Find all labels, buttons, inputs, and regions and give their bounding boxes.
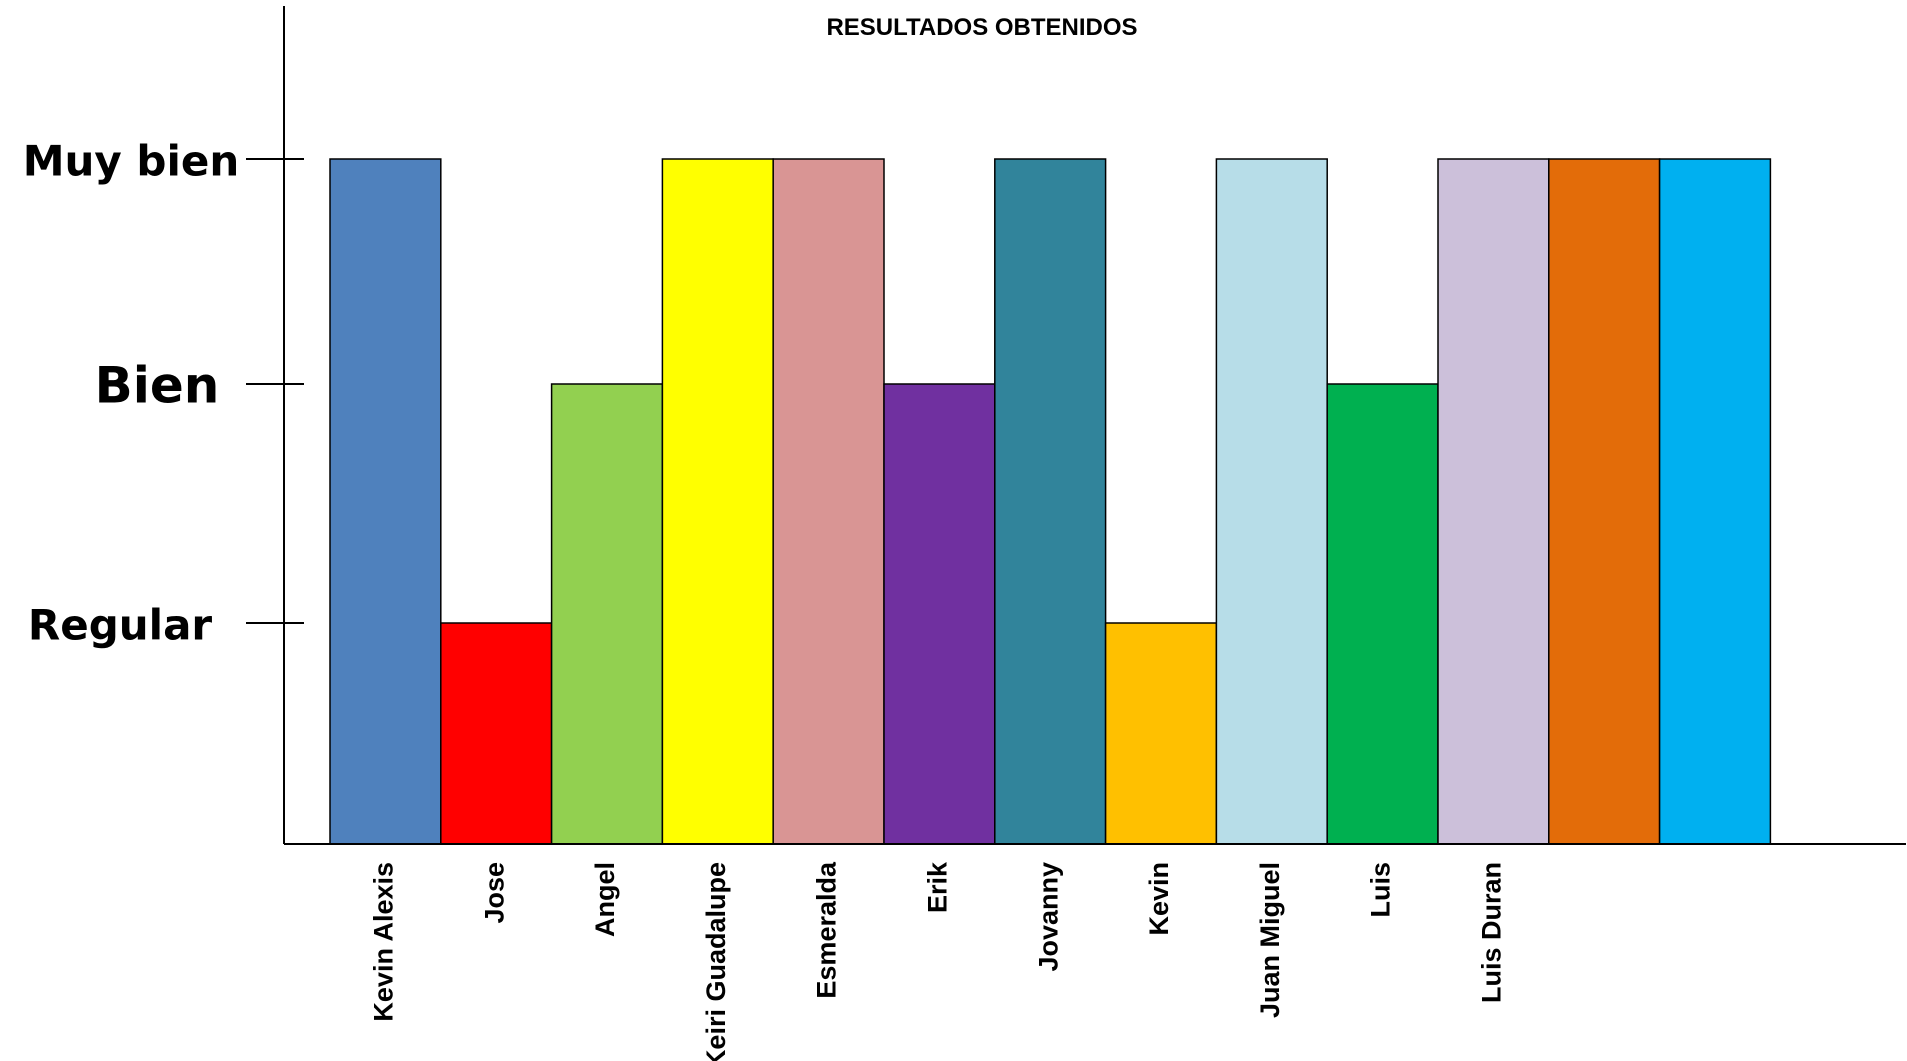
y-tick-label-2: Bien xyxy=(95,357,220,415)
bar-12 xyxy=(1548,158,1661,845)
y-axis-ticks: Regular Bien Muy bien xyxy=(23,137,304,650)
bar-9 xyxy=(1215,158,1328,845)
y-tick-label-3: Muy bien xyxy=(23,137,240,186)
bar-2 xyxy=(440,622,553,845)
bar-10 xyxy=(1326,383,1439,845)
bar-3 xyxy=(550,383,664,845)
x-tick-label-5: Esmeralda xyxy=(812,861,842,999)
bar-7 xyxy=(994,158,1107,845)
x-axis-labels: Kevin Alexis Jose Angel Keiri Guadalupe Esme… xyxy=(369,861,1507,1061)
x-tick-label-6: Erik xyxy=(923,861,953,913)
x-tick-label-7: Jovanny xyxy=(1033,862,1063,972)
x-tick-label-3: Angel xyxy=(590,862,620,937)
x-tick-label-2: Jose xyxy=(479,862,509,924)
x-tick-label-9: Juan Miguel xyxy=(1255,862,1285,1018)
x-tick-label-4: Keiri Guadalupe xyxy=(701,862,731,1061)
bar-11 xyxy=(1437,158,1550,845)
bar-13 xyxy=(1658,158,1772,845)
x-tick-label-1: Kevin Alexis xyxy=(369,862,399,1022)
y-tick-label-1: Regular xyxy=(28,601,213,650)
bar-8 xyxy=(1104,622,1218,845)
bars-group xyxy=(329,158,1772,845)
bar-4 xyxy=(661,158,774,845)
chart-title: RESULTADOS OBTENIDOS xyxy=(826,14,1137,41)
bar-1 xyxy=(329,158,442,845)
x-tick-label-11: Luis Duran xyxy=(1477,862,1507,1003)
bar-6 xyxy=(883,383,996,845)
x-tick-label-10: Luis xyxy=(1366,862,1396,918)
x-tick-label-8: Kevin xyxy=(1144,862,1174,936)
bar-5 xyxy=(772,158,885,845)
